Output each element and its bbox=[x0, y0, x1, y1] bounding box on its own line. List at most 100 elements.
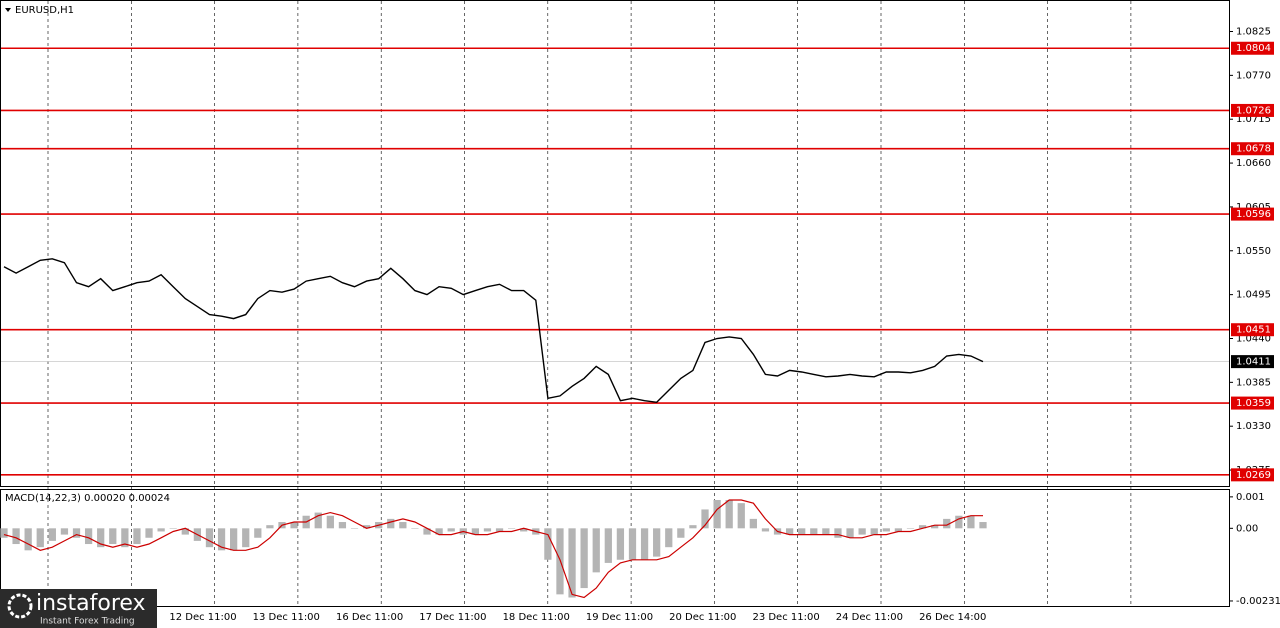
macd-bar bbox=[169, 528, 177, 529]
y-tick-label: 0.00 bbox=[1236, 523, 1258, 534]
macd-bar bbox=[157, 528, 165, 532]
price-frame bbox=[0, 0, 1230, 487]
macd-bar bbox=[810, 528, 818, 535]
macd-bar bbox=[520, 528, 528, 532]
macd-bar bbox=[109, 528, 117, 545]
macd-bar bbox=[12, 528, 20, 545]
macd-bar bbox=[338, 522, 347, 529]
x-tick-label: 24 Dec 11:00 bbox=[836, 612, 903, 623]
macd-bar bbox=[749, 518, 757, 529]
logo-icon bbox=[7, 593, 33, 619]
macd-bar bbox=[447, 528, 455, 532]
macd-bar bbox=[906, 528, 915, 529]
macd-bar bbox=[362, 525, 371, 529]
macd-bar bbox=[967, 515, 975, 529]
macd-bar bbox=[0, 528, 8, 538]
logo-tagline: Instant Forex Trading bbox=[40, 617, 135, 627]
y-tick-label: 1.0550 bbox=[1236, 246, 1271, 257]
macd-bar bbox=[701, 509, 709, 529]
macd-bar bbox=[72, 528, 81, 538]
macd-bar bbox=[834, 528, 842, 538]
macd-bar bbox=[894, 528, 903, 532]
macd-bar bbox=[266, 525, 274, 529]
macd-frame bbox=[0, 489, 1230, 607]
level-label: 1.0359 bbox=[1236, 398, 1271, 409]
macd-bar bbox=[181, 528, 189, 535]
macd-bar bbox=[955, 515, 963, 529]
macd-bar bbox=[653, 528, 661, 557]
macd-bar bbox=[628, 528, 637, 560]
x-tick-label: 20 Dec 11:00 bbox=[669, 612, 736, 623]
macd-bar bbox=[483, 528, 492, 532]
y-tick-label: -0.00231 bbox=[1236, 596, 1280, 607]
menu-arrow bbox=[5, 8, 11, 12]
macd-bar bbox=[230, 528, 238, 551]
x-tick-label: 23 Dec 11:00 bbox=[752, 612, 819, 623]
macd-bar bbox=[580, 528, 588, 589]
macd-bar bbox=[640, 528, 649, 560]
macd-bar bbox=[737, 503, 745, 529]
y-tick-label: 0.001 bbox=[1236, 492, 1265, 503]
macd-bar bbox=[761, 528, 770, 532]
last-price-bg bbox=[1231, 355, 1274, 369]
macd-bar bbox=[36, 528, 44, 548]
y-tick-label: 1.0770 bbox=[1236, 70, 1271, 81]
macd-title: MACD(14,22,3) 0.00020 0.00024 bbox=[5, 493, 170, 504]
macd-bar bbox=[870, 528, 878, 535]
macd-bar bbox=[592, 528, 600, 573]
macd-bar bbox=[544, 528, 552, 560]
chart-title: EURUSD,H1 bbox=[15, 5, 74, 16]
level-label-bg bbox=[1231, 41, 1274, 55]
macd-bar bbox=[665, 528, 673, 548]
macd-bar bbox=[713, 500, 721, 529]
macd-bar bbox=[60, 528, 69, 535]
level-label-bg bbox=[1231, 207, 1274, 221]
macd-bar bbox=[604, 528, 612, 563]
macd-bar bbox=[242, 528, 250, 548]
macd-bar bbox=[882, 528, 890, 532]
level-label: 1.0726 bbox=[1236, 105, 1271, 116]
y-tick-label: 1.0330 bbox=[1236, 421, 1271, 432]
macd-bar bbox=[822, 528, 830, 535]
macd-bar bbox=[725, 500, 733, 529]
level-label-bg bbox=[1231, 142, 1274, 156]
macd-bar bbox=[254, 528, 262, 538]
y-tick-label: 1.0715 bbox=[1236, 114, 1271, 125]
y-tick-label: 1.0440 bbox=[1236, 333, 1271, 344]
macd-bar bbox=[97, 528, 105, 548]
macd-bar bbox=[798, 528, 806, 535]
macd-bar bbox=[979, 522, 987, 529]
macd-bar bbox=[435, 528, 443, 535]
x-tick-label: 13 Dec 11:00 bbox=[253, 612, 320, 623]
level-label: 1.0804 bbox=[1236, 43, 1271, 54]
macd-bar bbox=[84, 528, 93, 545]
macd-bar bbox=[677, 528, 685, 538]
macd-bar bbox=[931, 525, 939, 529]
level-label-bg bbox=[1231, 323, 1274, 337]
level-label: 1.0678 bbox=[1236, 144, 1271, 155]
y-tick-label: 1.0660 bbox=[1236, 158, 1271, 169]
y-tick-label: 1.0605 bbox=[1236, 202, 1271, 213]
macd-bar bbox=[121, 528, 129, 548]
y-tick-label: 1.0495 bbox=[1236, 290, 1271, 301]
level-label: 1.0451 bbox=[1236, 325, 1271, 336]
macd-bar bbox=[24, 528, 32, 551]
macd-bar bbox=[943, 518, 951, 529]
x-tick-label: 16 Dec 11:00 bbox=[336, 612, 403, 623]
x-tick-label: 17 Dec 11:00 bbox=[419, 612, 486, 623]
macd-bar bbox=[411, 528, 419, 529]
level-label: 1.0269 bbox=[1236, 470, 1271, 481]
level-label-bg bbox=[1231, 468, 1274, 482]
macd-bar bbox=[290, 522, 298, 529]
x-tick-label: 19 Dec 11:00 bbox=[586, 612, 653, 623]
level-label-bg bbox=[1231, 396, 1274, 410]
macd-bar bbox=[508, 528, 516, 529]
macd-bar bbox=[145, 528, 153, 538]
level-label: 1.0596 bbox=[1236, 209, 1271, 220]
macd-bar bbox=[423, 528, 431, 535]
level-label-bg bbox=[1231, 103, 1274, 117]
macd-bar bbox=[495, 528, 504, 532]
macd-bar bbox=[133, 528, 141, 545]
macd-bar bbox=[217, 528, 226, 551]
